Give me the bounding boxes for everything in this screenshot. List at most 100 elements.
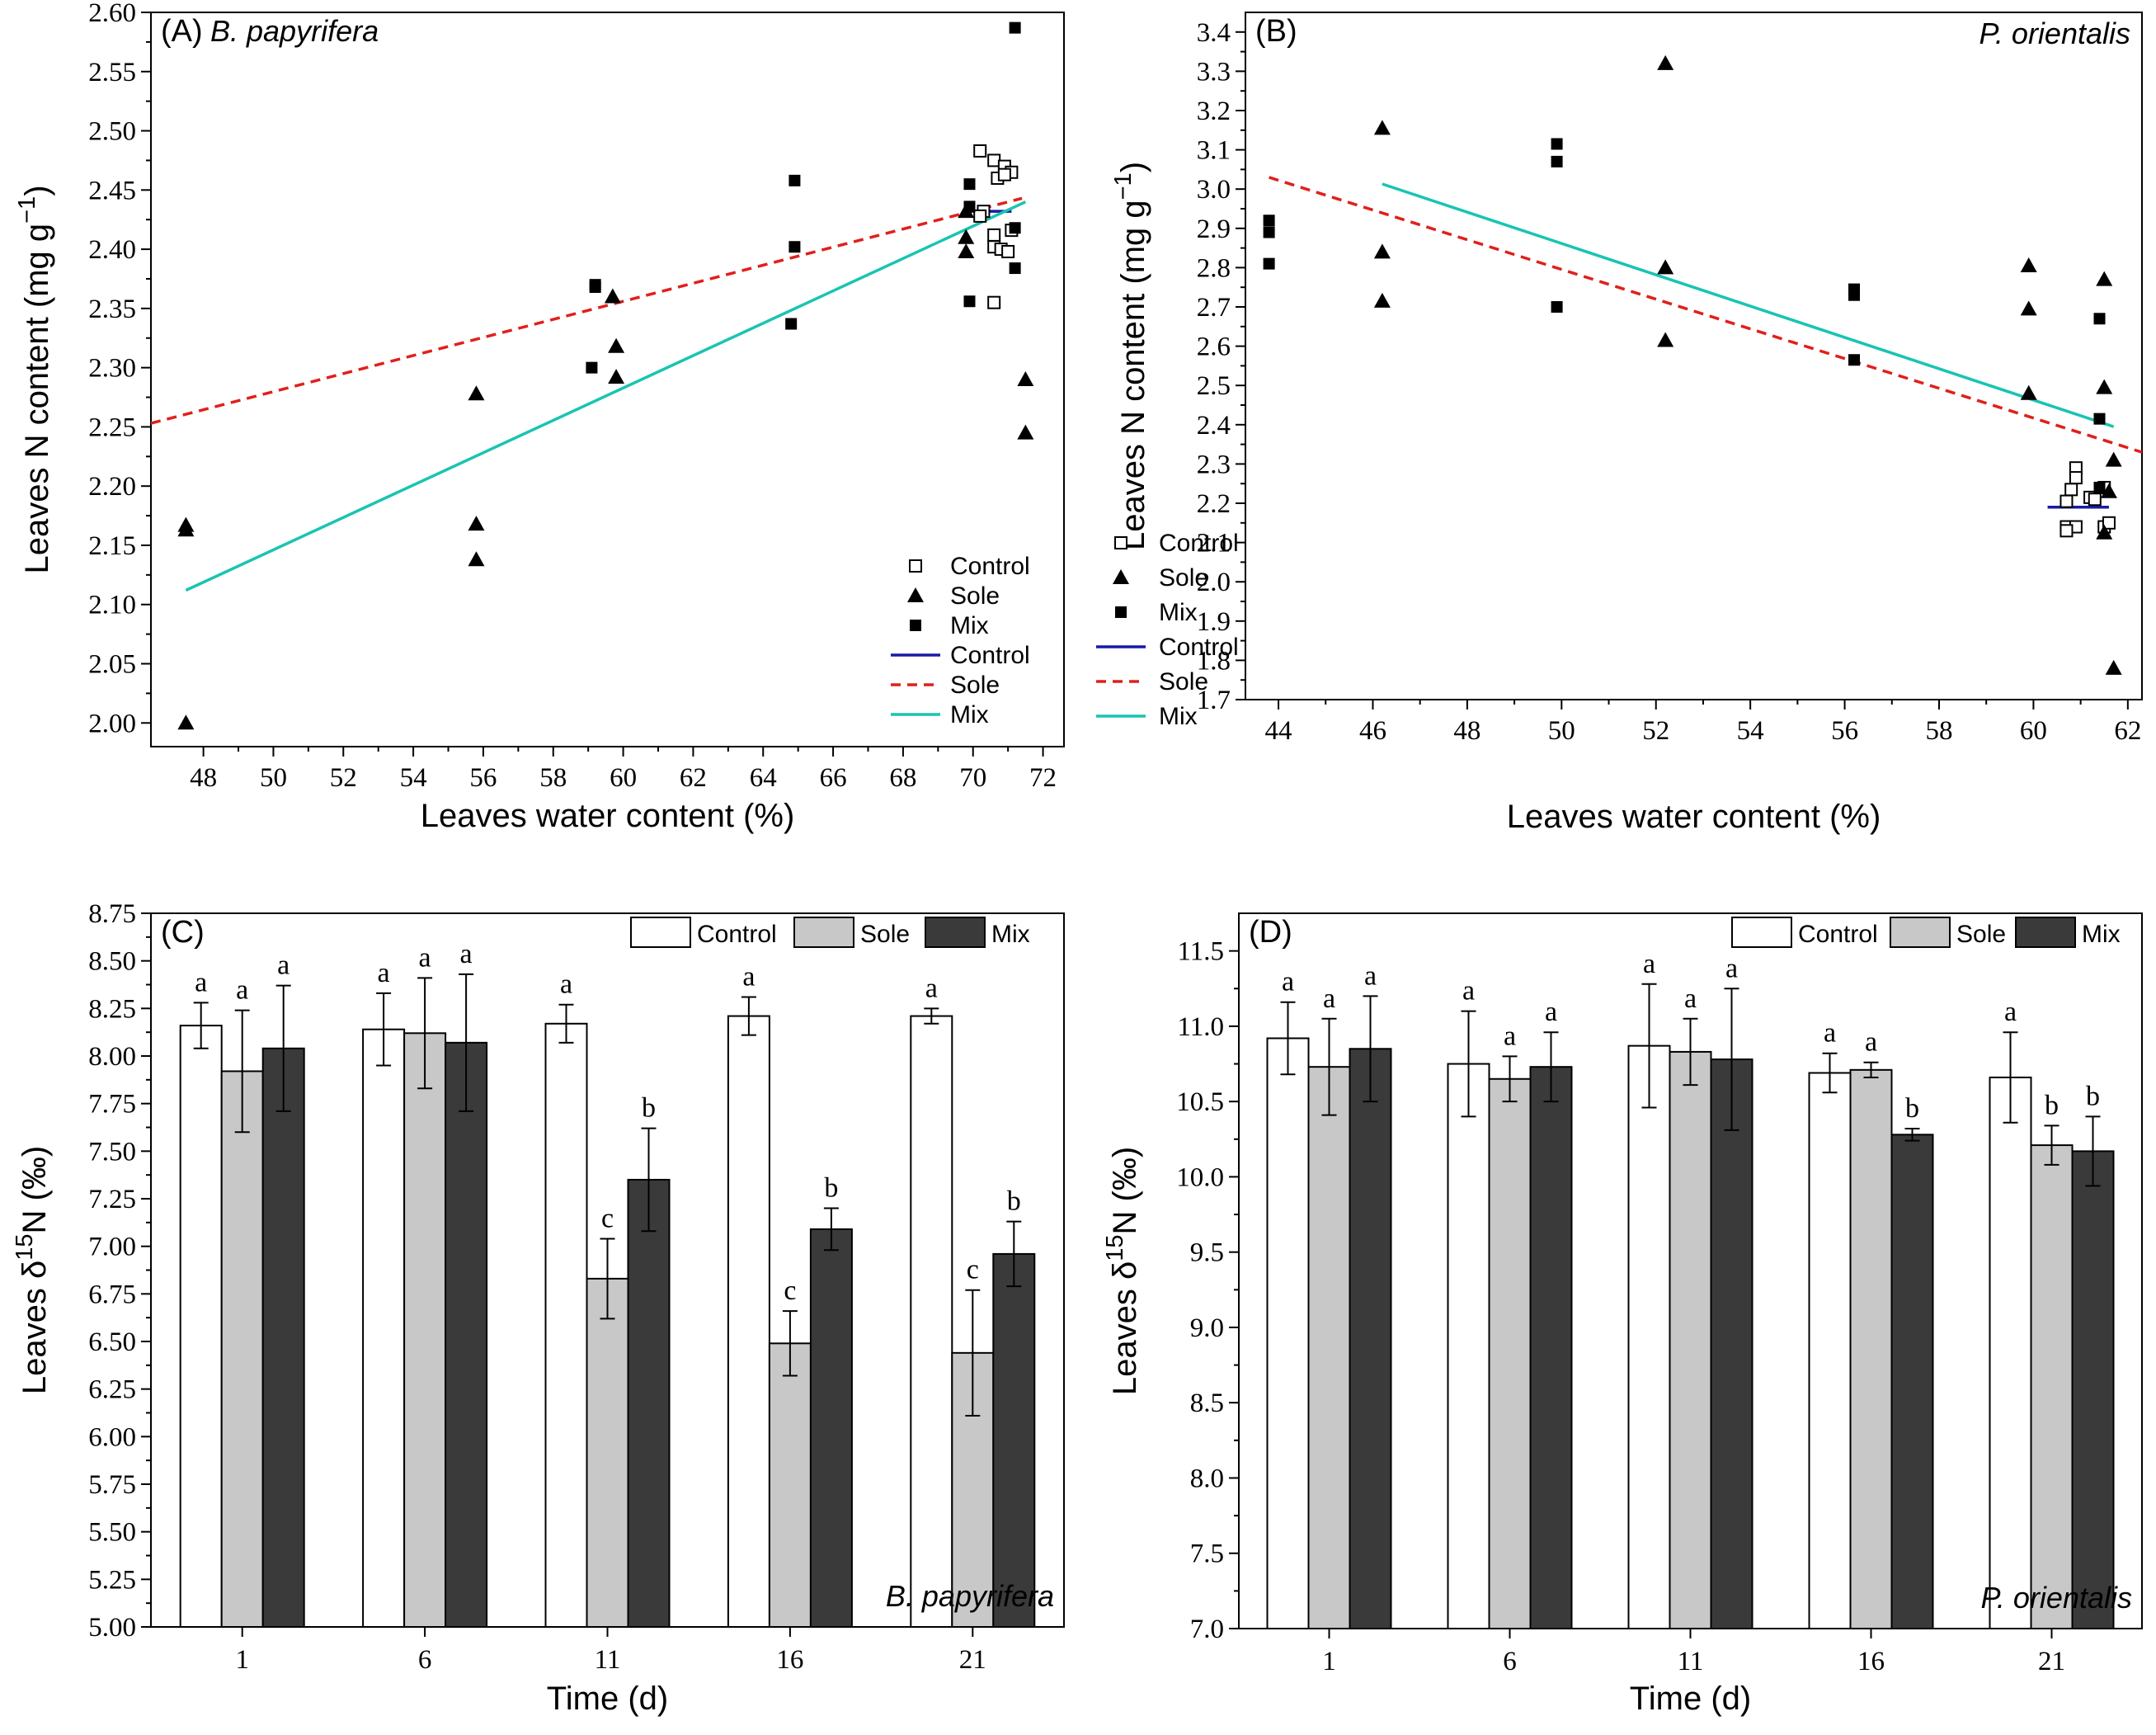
data-point-mix bbox=[1848, 354, 1861, 366]
x-tick-label: 46 bbox=[1359, 716, 1386, 746]
panel-label: (A) bbox=[161, 14, 203, 49]
data-point-mix bbox=[1551, 155, 1563, 167]
data-point-sole bbox=[1657, 259, 1674, 275]
data-point-sole bbox=[1017, 371, 1034, 386]
bar-control bbox=[1447, 1063, 1490, 1630]
x-tick-label: 48 bbox=[1453, 716, 1480, 746]
x-axis-title: Time (d) bbox=[1630, 1681, 1751, 1717]
y-tick-label: 6.00 bbox=[88, 1422, 136, 1452]
significance-letter: a bbox=[195, 967, 207, 997]
legend-swatch-mix bbox=[925, 917, 986, 948]
x-tick-label: 50 bbox=[260, 763, 287, 793]
y-tick-label: 9.5 bbox=[1190, 1238, 1224, 1268]
significance-letter: a bbox=[1323, 983, 1335, 1014]
x-tick-label: 50 bbox=[1548, 716, 1575, 746]
legend-label-sole: Sole bbox=[950, 672, 1000, 699]
bar-mix bbox=[2071, 1150, 2115, 1629]
data-point-control bbox=[2064, 483, 2078, 497]
y-tick-label: 2.0 bbox=[1197, 568, 1231, 597]
significance-letter: a bbox=[419, 942, 431, 973]
bar-sole bbox=[220, 1070, 264, 1629]
fit-line-mix bbox=[185, 200, 1027, 592]
fit-line-mix bbox=[1382, 182, 2115, 428]
x-axis-title: Leaves water content (%) bbox=[421, 798, 795, 834]
legend-swatch-mix bbox=[2015, 917, 2076, 948]
data-point-mix bbox=[586, 361, 598, 374]
plot-frame bbox=[150, 12, 1065, 747]
legend-label-control: Control bbox=[1798, 921, 1878, 948]
y-tick-label: 2.00 bbox=[88, 709, 136, 738]
x-tick-label: 62 bbox=[2114, 716, 2141, 746]
legend-label-mix: Mix bbox=[950, 701, 989, 728]
legend-marker-sole bbox=[907, 587, 924, 602]
y-tick-label: 8.0 bbox=[1190, 1464, 1224, 1493]
legend-label-control: Control bbox=[950, 553, 1030, 580]
data-point-mix bbox=[1263, 215, 1275, 227]
legend-marker-mix bbox=[910, 620, 921, 631]
x-axis-title: Leaves water content (%) bbox=[1507, 799, 1881, 835]
y-tick-label: 5.75 bbox=[88, 1470, 136, 1500]
data-point-sole bbox=[608, 369, 625, 384]
data-point-sole bbox=[2096, 524, 2113, 540]
legend-label-mix: Mix bbox=[950, 612, 989, 639]
x-axis-title: Time (d) bbox=[547, 1681, 668, 1717]
x-tick-label: 52 bbox=[330, 763, 357, 793]
data-point-sole bbox=[2105, 451, 2122, 467]
y-tick-label: 2.10 bbox=[88, 591, 136, 620]
legend-label-mix: Mix bbox=[1159, 599, 1198, 626]
y-tick-label: 2.7 bbox=[1197, 293, 1231, 323]
x-tick-label: 58 bbox=[539, 763, 567, 793]
y-tick-label: 8.25 bbox=[88, 994, 136, 1024]
data-point-mix bbox=[1263, 257, 1275, 270]
data-point-control bbox=[2059, 494, 2074, 508]
y-tick-label: 3.3 bbox=[1197, 57, 1231, 87]
data-point-sole bbox=[2105, 659, 2122, 675]
x-tick-label: 21 bbox=[959, 1645, 986, 1675]
data-point-sole bbox=[1657, 332, 1674, 347]
x-tick-label: 66 bbox=[820, 763, 847, 793]
x-tick-label: 68 bbox=[889, 763, 916, 793]
legend-marker-mix bbox=[1115, 606, 1127, 618]
chart-panel-c: 5.00 5.25 5.50 5.75 6.00 6.25 6.50 6.75 7.00 7.25… bbox=[12, 899, 1065, 1717]
bar-control bbox=[179, 1025, 223, 1629]
y-tick-label: 2.6 bbox=[1197, 332, 1231, 362]
bar-mix bbox=[261, 1047, 305, 1629]
legend-swatch-sole bbox=[1890, 917, 1951, 948]
data-point-sole bbox=[604, 288, 621, 304]
legend-swatch-sole bbox=[793, 917, 854, 948]
y-axis-title: Leaves δ15N (‰) bbox=[1102, 1147, 1143, 1395]
data-point-sole bbox=[177, 714, 195, 730]
panel-label: (B) bbox=[1255, 14, 1297, 49]
legend-label-control: Control bbox=[950, 642, 1030, 669]
x-tick-label: 60 bbox=[610, 763, 637, 793]
bar-sole bbox=[403, 1032, 447, 1628]
significance-letter: b bbox=[2086, 1081, 2100, 1111]
x-tick-label: 21 bbox=[2038, 1647, 2065, 1676]
fit-line-sole bbox=[1269, 176, 2143, 454]
species-label: P. orientalis bbox=[1981, 1581, 2132, 1615]
significance-letter: b bbox=[824, 1173, 838, 1204]
y-tick-label: 11.5 bbox=[1177, 937, 1224, 967]
y-tick-label: 6.25 bbox=[88, 1375, 136, 1405]
y-tick-label: 5.50 bbox=[88, 1518, 136, 1548]
x-tick-label: 56 bbox=[469, 763, 497, 793]
data-point-control bbox=[997, 167, 1011, 182]
data-point-mix bbox=[1551, 138, 1563, 150]
legend-label-control: Control bbox=[1159, 634, 1239, 661]
y-tick-label: 2.3 bbox=[1197, 450, 1231, 479]
data-point-sole bbox=[468, 385, 485, 401]
y-tick-label: 6.75 bbox=[88, 1280, 136, 1309]
y-tick-label: 1.7 bbox=[1197, 686, 1231, 715]
data-point-mix bbox=[1009, 222, 1021, 234]
y-tick-label: 8.00 bbox=[88, 1042, 136, 1072]
data-point-mix bbox=[788, 241, 801, 253]
significance-letter: a bbox=[1364, 960, 1377, 991]
y-tick-label: 3.1 bbox=[1197, 136, 1231, 166]
x-tick-label: 62 bbox=[680, 763, 707, 793]
legend-marker-control bbox=[909, 559, 922, 573]
significance-letter: a bbox=[560, 969, 572, 1000]
significance-letter: c bbox=[784, 1275, 796, 1306]
bar-mix bbox=[627, 1178, 671, 1628]
x-tick-label: 11 bbox=[595, 1645, 621, 1675]
significance-letter: a bbox=[925, 973, 938, 1003]
